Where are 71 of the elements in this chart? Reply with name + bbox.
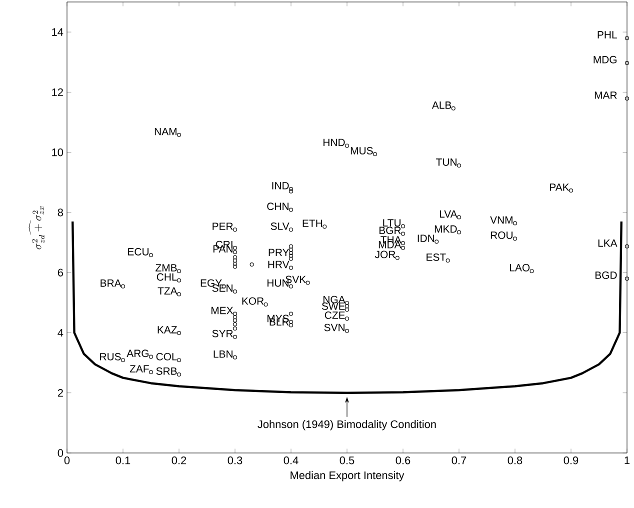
annotation: CZE	[324, 311, 345, 319]
annotation: LTU	[383, 219, 401, 227]
annotation: TUN	[436, 158, 456, 166]
annotation: PAK	[550, 184, 570, 191]
annotation: PRY	[268, 248, 290, 256]
y-tick-label: 4	[58, 328, 64, 336]
annotation: NGA	[324, 296, 346, 304]
annotation: HRV	[268, 260, 290, 268]
x-tick-label: 0.6	[396, 456, 410, 464]
annotation: LBN	[214, 350, 232, 358]
annotation: ARG	[126, 350, 149, 358]
y-tick-label: 12	[52, 88, 63, 96]
annotation: TZA	[158, 287, 178, 295]
x-tick-label: 0.3	[228, 456, 242, 464]
annotation: MEX	[212, 306, 234, 314]
annotation: MDG	[594, 56, 617, 64]
annotation: KOR	[242, 297, 264, 305]
annotation: SRB	[156, 367, 177, 375]
annotation: SWE	[322, 302, 345, 310]
x-tick-label: 0.4	[284, 456, 298, 464]
x-tick-label: 0.2	[172, 456, 186, 464]
annotation: KAZ	[158, 326, 177, 334]
y-tick-label: 0	[58, 449, 64, 457]
y-tick-label: 6	[58, 268, 64, 276]
annotation: ECU	[128, 248, 149, 256]
annotation: BRA	[100, 280, 122, 287]
annotation: JOR	[374, 250, 396, 258]
y-tick-label: 10	[52, 148, 64, 156]
annotation: MDA	[378, 241, 402, 248]
x-tick-label: 0.1	[116, 456, 130, 464]
annotation: CHL	[156, 273, 177, 281]
y-axis-title: $\widehat{\sigma^2_{zd}+\sigma^2_{zx}}$	[28, 206, 45, 250]
annotation: BGD	[596, 272, 617, 279]
annotation: ETH	[302, 220, 322, 227]
annotation: SVN	[324, 324, 344, 332]
annotation: IND	[272, 182, 289, 190]
x-tick-label: 0.7	[452, 456, 466, 464]
y-tick-label: 2	[58, 389, 63, 397]
annotation: BGR	[380, 226, 401, 234]
annotation: MAR	[594, 92, 617, 99]
x-tick-label: 1	[624, 456, 630, 464]
annotation: RUS	[100, 352, 121, 360]
annotation: PER	[212, 222, 233, 230]
annotation: ZMB	[156, 264, 177, 272]
annotation: ROU	[490, 232, 513, 239]
x-tick-label: 0	[64, 456, 70, 464]
annotation: EST	[426, 253, 446, 261]
annotation: Johnson (1949) Bimodality Condition	[258, 420, 436, 430]
annotation: COL	[156, 352, 177, 360]
annotation: SYR	[212, 330, 233, 338]
x-axis-title: Median Export Intensity	[290, 471, 404, 482]
annotation: SLV	[270, 222, 290, 230]
annotation: LVA	[440, 210, 458, 218]
annotation: LAO	[510, 264, 530, 272]
x-tick-label: 0.9	[564, 456, 578, 464]
annotation: VNM	[490, 216, 512, 224]
annotation: ZAF	[130, 365, 149, 372]
annotation: CHN	[267, 202, 288, 210]
annotation: THA	[380, 236, 402, 244]
annotation: MKD	[434, 225, 457, 233]
annotation: ALB	[432, 102, 452, 109]
y-tick-label: 14	[52, 28, 64, 36]
x-tick-label: 0.8	[508, 456, 522, 464]
annotation: NAM	[154, 128, 176, 136]
annotation: IDN	[418, 234, 434, 242]
x-tick-label: 0.5	[340, 456, 354, 464]
annotation: HND	[324, 138, 345, 146]
annotation: MUS	[350, 147, 373, 154]
y-tick-label: 8	[58, 208, 64, 216]
annotation: PHL	[598, 31, 617, 38]
annotation: LKA	[598, 240, 618, 247]
